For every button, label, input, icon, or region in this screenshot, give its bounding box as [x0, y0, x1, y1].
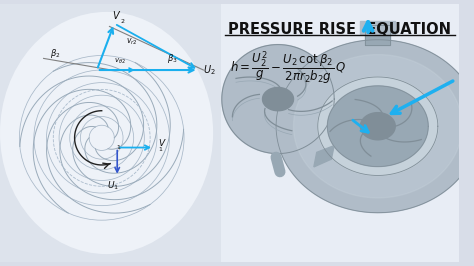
Polygon shape: [263, 88, 293, 111]
Text: $U_1$: $U_1$: [107, 179, 119, 192]
Polygon shape: [360, 113, 395, 140]
Text: 2: 2: [120, 19, 124, 24]
Text: $\beta_3$: $\beta_3$: [167, 52, 177, 65]
Polygon shape: [328, 86, 428, 167]
Text: 1: 1: [116, 146, 120, 151]
Text: $h = \dfrac{U_2^2}{g} - \dfrac{U_2\,\mathrm{cot}\,\beta_2}{2\pi r_2 b_2 g}\,Q$: $h = \dfrac{U_2^2}{g} - \dfrac{U_2\,\mat…: [229, 49, 346, 85]
Text: $U_2$: $U_2$: [203, 63, 216, 77]
Text: $V$: $V$: [112, 9, 121, 21]
Text: 1: 1: [158, 147, 162, 152]
Text: $v_{r2}$: $v_{r2}$: [126, 37, 137, 47]
Bar: [221, 4, 459, 262]
Polygon shape: [222, 45, 334, 153]
Text: $V$: $V$: [158, 137, 166, 148]
Polygon shape: [314, 146, 334, 167]
Polygon shape: [276, 40, 474, 213]
Polygon shape: [365, 24, 391, 45]
Text: $v_{\theta 2}$: $v_{\theta 2}$: [114, 57, 126, 66]
Polygon shape: [318, 77, 438, 176]
Ellipse shape: [0, 12, 213, 254]
Polygon shape: [293, 55, 462, 198]
Text: PRESSURE RISE  EQUATION: PRESSURE RISE EQUATION: [228, 22, 451, 37]
Text: $\beta_2$: $\beta_2$: [50, 47, 61, 60]
Polygon shape: [360, 21, 395, 34]
